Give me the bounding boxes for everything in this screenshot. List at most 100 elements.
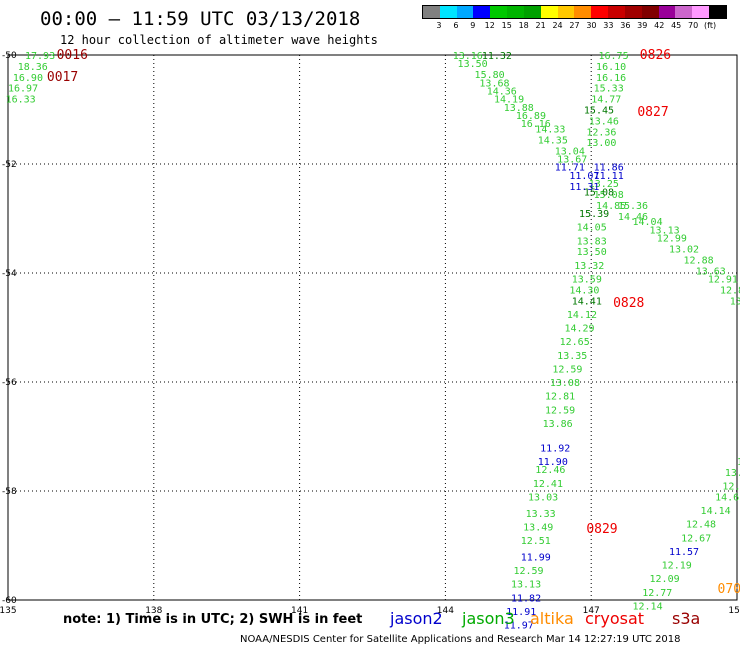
color-swatch (540, 6, 558, 18)
wave-height-value: 16.97 (8, 84, 38, 95)
wave-height-value: 16.75 (598, 51, 628, 62)
plot-frame (7, 54, 738, 601)
color-scale-labels: 3 6 9 12 15 18 21 24 27 30 33 36 39 42 45 70 (ft) (422, 21, 727, 33)
time-label: 0017 (47, 70, 78, 85)
wave-height-value: 13.46 (589, 116, 619, 127)
wave-height-value: 12.51 (521, 536, 551, 547)
time-label: 0829 (586, 522, 617, 537)
wave-height-value: 13.32 (574, 261, 604, 272)
wave-height-value: 12.59 (545, 405, 575, 416)
color-scale-label: 36 (620, 21, 631, 30)
color-scale-label: 9 (470, 21, 476, 30)
color-scale-label: 30 (586, 21, 597, 30)
x-tick-label: 138 (145, 606, 162, 616)
wave-height-value: 13.50 (458, 59, 488, 70)
wave-height-value: 14.04 (633, 217, 663, 228)
wave-height-value: 12.09 (650, 574, 680, 585)
wave-height-value: 13.88 (504, 103, 534, 114)
color-scale-label: 27 (569, 21, 580, 30)
color-scale-label: 18 (518, 21, 529, 30)
wave-height-value: 18.36 (18, 62, 48, 73)
wave-height-value: 14.77 (591, 95, 621, 106)
wave-height-value: 12.99 (657, 234, 687, 245)
wave-height-value: 11.82 (511, 593, 541, 604)
y-tick-label: -52 (2, 160, 17, 170)
x-tick-label: 150 (728, 606, 740, 616)
wave-height-value: 15.08 (594, 190, 624, 201)
wave-height-value: 14.19 (494, 95, 524, 106)
y-tick-label: -50 (2, 51, 17, 61)
wave-height-value: 11.92 (540, 443, 570, 454)
wave-height-value: 15.33 (594, 84, 624, 95)
wave-height-value: 15.36 (618, 201, 648, 212)
wave-height-value: 14.36 (487, 86, 517, 97)
wave-height-value: 17.93 (25, 51, 55, 62)
wave-height-value: 12.59 (513, 566, 543, 577)
color-scale-label: 15 (501, 21, 512, 30)
wave-height-value: 12.36 (586, 127, 616, 138)
wave-height-value: 11.91 (506, 607, 536, 618)
wave-height-value: 14.46 (618, 212, 648, 223)
wave-height-value: 15.80 (475, 70, 505, 81)
wave-height-value: 12.8 (722, 482, 740, 493)
wave-height-value: 11.99 (521, 552, 551, 563)
wave-height-value: 13.16 (453, 51, 483, 62)
wave-height-value: 12.19 (662, 561, 692, 572)
wave-height-value: 13.33 (526, 509, 556, 520)
legend-entry: s3a (672, 609, 701, 628)
wave-height-value: 13.67 (557, 155, 587, 166)
color-swatch (523, 6, 541, 18)
wave-height-value: 14.35 (538, 135, 568, 146)
wave-height-value: 16.16 (521, 119, 551, 130)
wave-height-value: 11.90 (538, 457, 568, 468)
wave-height-value: 13.50 (577, 247, 607, 258)
wave-height-value: 11.32 (482, 51, 512, 62)
wave-height-value: 13.00 (586, 138, 616, 149)
wave-height-value: 12.88 (684, 255, 714, 266)
wave-height-value: 11.97 (504, 621, 534, 632)
wave-height-value: 13.25 (589, 179, 619, 190)
wave-height-value: 16.33 (6, 95, 36, 106)
wave-height-value: 11.86 (594, 163, 624, 174)
wave-height-value: 13.35 (557, 351, 587, 362)
color-swatch (423, 6, 440, 18)
wave-height-value: 11.31 (569, 182, 599, 193)
wave-height-value: 13.83 (577, 236, 607, 247)
wave-height-value: 13.13 (650, 225, 680, 236)
wave-height-value: 12.14 (633, 601, 663, 612)
color-swatch (557, 6, 575, 18)
wave-height-value: 14.62 (715, 492, 740, 503)
wave-height-value: 1. (737, 457, 740, 468)
wave-height-value: 13.08 (550, 378, 580, 389)
legend-entry: cryosat (585, 609, 645, 628)
wave-height-value: 16.16 (596, 73, 626, 84)
color-scale-label: 24 (552, 21, 563, 30)
color-scale-label: 33 (603, 21, 614, 30)
wave-height-value: 13.59 (572, 274, 602, 285)
wave-height-value: 15.45 (584, 106, 614, 117)
wave-height-value: 16.90 (13, 73, 43, 84)
wave-height-value: 14.30 (569, 285, 599, 296)
wave-height-value: 13.6 (730, 296, 740, 307)
time-label: 0827 (637, 105, 668, 120)
wave-height-value: 12.77 (642, 588, 672, 599)
color-swatch (490, 6, 508, 18)
wave-height-value: 13.63 (696, 266, 726, 277)
time-label: 0706 (718, 582, 740, 597)
wave-height-value: 13.3 (725, 468, 740, 479)
color-swatch (473, 6, 491, 18)
wave-height-value: 13.02 (669, 244, 699, 255)
wave-height-value: 15.39 (579, 209, 609, 220)
wave-height-value: 11.07 (569, 171, 599, 182)
x-tick-label: 147 (583, 606, 600, 616)
wave-height-value: 14.85 (596, 201, 626, 212)
color-swatch (591, 6, 609, 18)
color-swatch (456, 6, 474, 18)
wave-height-value: 12.41 (533, 479, 563, 490)
color-scale-label: 42 (654, 21, 665, 30)
wave-height-value: 14.05 (577, 223, 607, 234)
color-swatch (608, 6, 625, 18)
wave-height-value: 12.59 (552, 364, 582, 375)
color-scale-label: 21 (535, 21, 546, 30)
